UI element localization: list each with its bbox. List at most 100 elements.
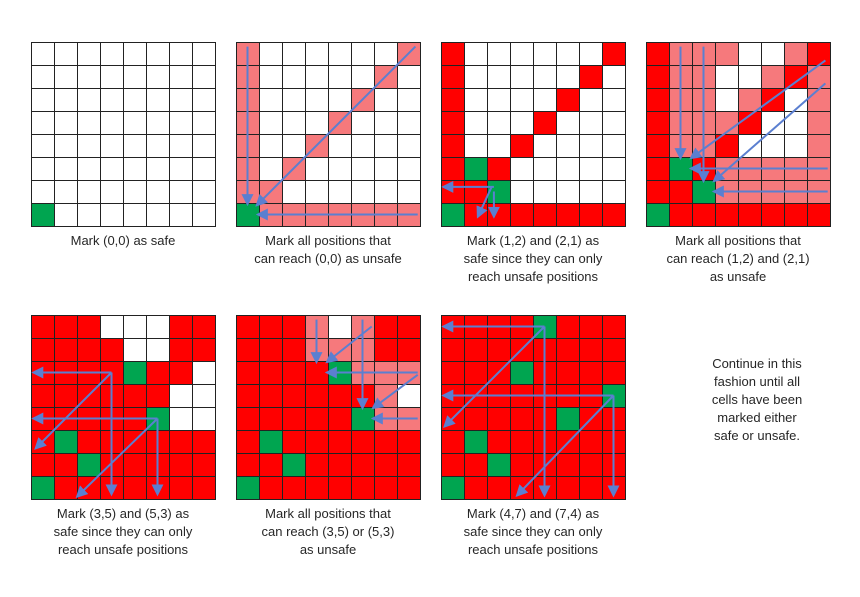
cell-unknown: [487, 111, 510, 134]
cell-unknown: [282, 111, 305, 134]
cell-unsafe: [533, 453, 556, 476]
note-line: marked either: [717, 410, 797, 425]
cell-newly-unsafe: [282, 157, 305, 180]
cell-unknown: [192, 157, 215, 180]
cell-unknown: [533, 42, 556, 65]
cell-unsafe: [259, 315, 282, 338]
cell-unknown: [397, 65, 420, 88]
cell-unsafe: [259, 338, 282, 361]
cell-unsafe: [579, 384, 602, 407]
cell-unsafe: [192, 315, 215, 338]
cell-unsafe: [77, 315, 100, 338]
cell-unsafe: [236, 315, 259, 338]
cell-unsafe: [31, 453, 54, 476]
caption-step-7: Mark (4,7) and (7,4) as safe since they …: [423, 505, 643, 559]
cell-unsafe: [192, 453, 215, 476]
cell-unsafe: [692, 203, 715, 226]
cell-unknown: [351, 180, 374, 203]
cell-newly-unsafe: [738, 180, 761, 203]
cell-newly-unsafe: [328, 203, 351, 226]
cell-unknown: [100, 88, 123, 111]
cell-unsafe: [441, 134, 464, 157]
cell-safe: [464, 157, 487, 180]
cell-unsafe: [236, 453, 259, 476]
cell-unsafe: [487, 384, 510, 407]
note-line: fashion until all: [714, 374, 800, 389]
cell-unsafe: [510, 203, 533, 226]
cell-newly-unsafe: [784, 157, 807, 180]
cell-unsafe: [77, 430, 100, 453]
cell-unsafe: [579, 338, 602, 361]
cell-unsafe: [602, 430, 625, 453]
cell-unknown: [602, 65, 625, 88]
cell-unknown: [510, 180, 533, 203]
cell-unsafe: [305, 430, 328, 453]
cell-unsafe: [123, 430, 146, 453]
cell-unsafe: [646, 134, 669, 157]
cell-unsafe: [305, 361, 328, 384]
cell-unsafe: [510, 384, 533, 407]
cell-newly-unsafe: [784, 42, 807, 65]
cell-unknown: [328, 180, 351, 203]
cell-unknown: [351, 134, 374, 157]
cell-newly-unsafe: [397, 361, 420, 384]
cell-unknown: [374, 42, 397, 65]
cell-unknown: [77, 88, 100, 111]
cell-safe: [328, 361, 351, 384]
cell-unknown: [579, 134, 602, 157]
cell-unknown: [282, 180, 305, 203]
cell-safe: [510, 361, 533, 384]
cell-unsafe: [100, 453, 123, 476]
cell-unsafe: [669, 203, 692, 226]
cell-unknown: [579, 42, 602, 65]
cell-unsafe: [441, 453, 464, 476]
caption-step-6: Mark all positions that can reach (3,5) …: [218, 505, 438, 559]
cell-safe: [441, 203, 464, 226]
cell-unsafe: [579, 65, 602, 88]
caption-line: Mark (1,2) and (2,1) as: [466, 233, 600, 248]
cell-unsafe: [533, 384, 556, 407]
cell-unsafe: [328, 453, 351, 476]
cell-unknown: [579, 157, 602, 180]
cell-unknown: [397, 157, 420, 180]
cell-unsafe: [77, 361, 100, 384]
cell-unknown: [784, 111, 807, 134]
cell-safe: [236, 203, 259, 226]
cell-newly-unsafe: [328, 111, 351, 134]
cell-unsafe: [602, 453, 625, 476]
cell-unsafe: [487, 157, 510, 180]
cell-unknown: [54, 42, 77, 65]
cell-unknown: [602, 180, 625, 203]
cell-unsafe: [510, 407, 533, 430]
cell-unknown: [305, 111, 328, 134]
cell-unknown: [761, 134, 784, 157]
caption-line: Mark (3,5) and (5,3) as: [56, 506, 190, 521]
cell-unknown: [54, 180, 77, 203]
cell-newly-unsafe: [236, 157, 259, 180]
cell-safe: [441, 476, 464, 499]
cell-unsafe: [487, 203, 510, 226]
cell-unknown: [31, 111, 54, 134]
cell-unsafe: [646, 42, 669, 65]
cell-unsafe: [282, 338, 305, 361]
caption-step-3: Mark (1,2) and (2,1) as safe since they …: [423, 232, 643, 286]
cell-newly-unsafe: [397, 407, 420, 430]
cell-unsafe: [464, 384, 487, 407]
cell-unsafe: [31, 407, 54, 430]
cell-safe: [54, 430, 77, 453]
cell-safe: [236, 476, 259, 499]
grid-step-4: [646, 42, 831, 227]
cell-unknown: [169, 407, 192, 430]
cell-newly-unsafe: [692, 42, 715, 65]
cell-unsafe: [77, 384, 100, 407]
cell-unsafe: [100, 407, 123, 430]
cell-unsafe: [533, 111, 556, 134]
cell-unsafe: [100, 430, 123, 453]
cell-unsafe: [441, 65, 464, 88]
cell-safe: [646, 203, 669, 226]
cell-unknown: [397, 180, 420, 203]
cell-unsafe: [441, 42, 464, 65]
cell-unknown: [192, 42, 215, 65]
cell-unknown: [374, 88, 397, 111]
cell-unsafe: [556, 430, 579, 453]
